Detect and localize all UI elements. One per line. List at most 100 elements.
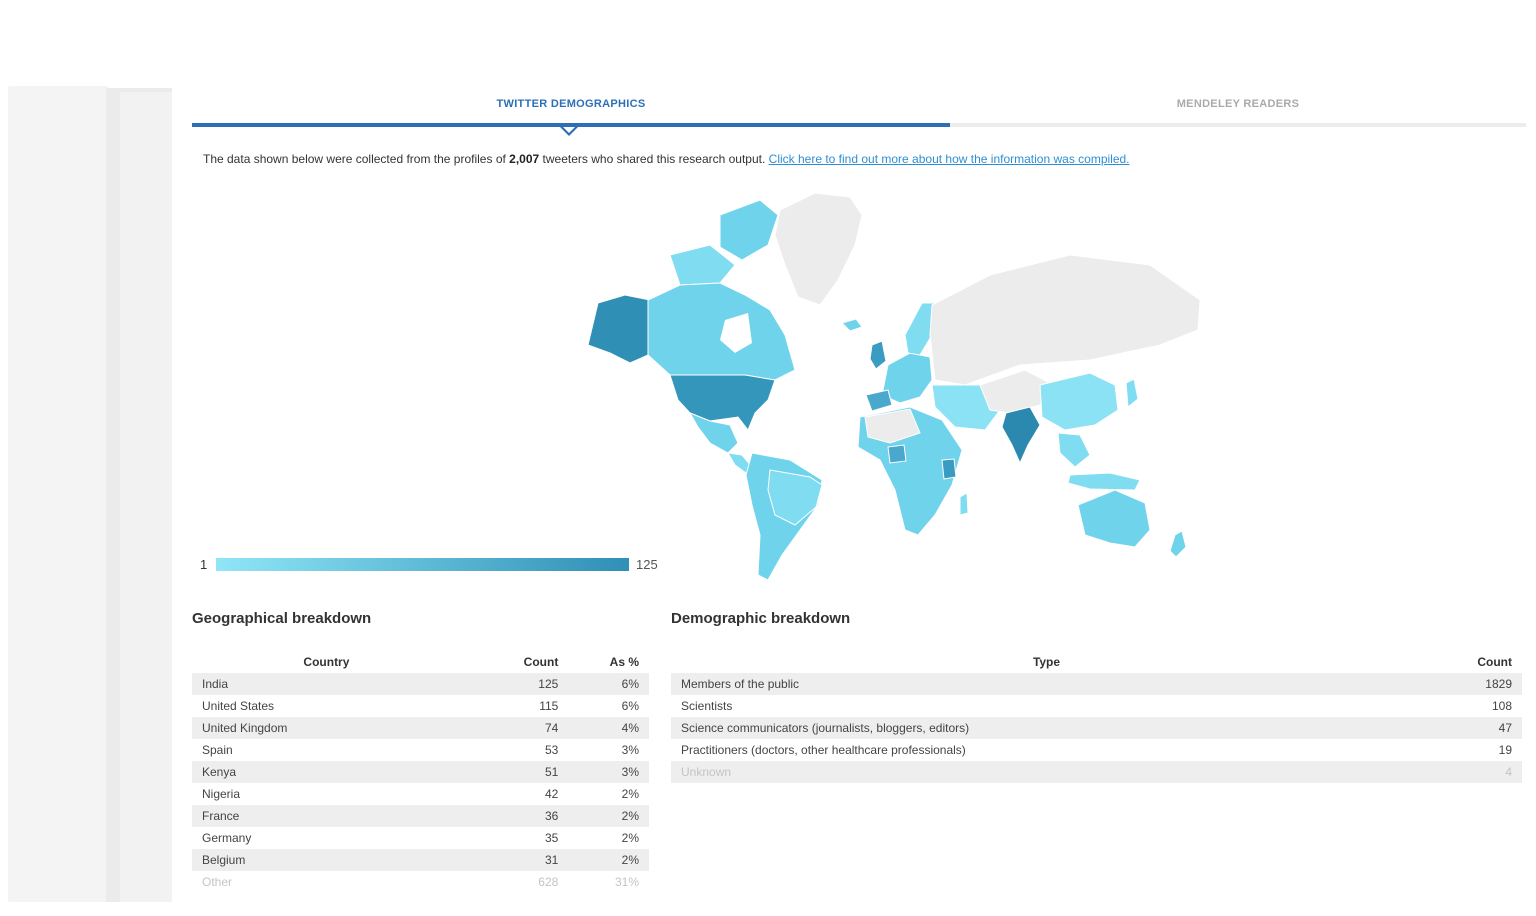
map-region-north-africa[interactable] (864, 408, 921, 444)
map-region-japan[interactable] (1125, 378, 1139, 408)
percent-cell: 3% (621, 743, 639, 757)
geo-header-row: Country Count As % (192, 651, 649, 673)
map-region-united-kingdom[interactable] (869, 340, 887, 370)
map-region-arctic-islands-west[interactable] (669, 244, 736, 286)
map-region-iceland[interactable] (841, 318, 863, 332)
header-percent[interactable]: As % (609, 655, 639, 669)
map-region-brazil[interactable] (767, 469, 823, 526)
active-tab-indicator (192, 123, 950, 127)
header-country[interactable]: Country (303, 655, 350, 669)
geographical-breakdown-title: Geographical breakdown (192, 610, 372, 627)
map-region-madagascar[interactable] (959, 492, 969, 516)
map-region-southeast-asia[interactable] (1057, 432, 1091, 468)
table-row: France 36 2% (192, 805, 649, 827)
compiled-info-link[interactable]: Click here to find out more about how th… (768, 152, 1130, 166)
country-cell: India (192, 673, 461, 695)
country-cell: France (192, 805, 461, 827)
intro-suffix: tweeters who shared this research output… (539, 152, 769, 166)
map-region-hudson-bay (720, 313, 752, 353)
table-row: Scientists 108 (671, 695, 1522, 717)
header-count[interactable]: Count (1477, 655, 1512, 669)
count-cell: 125 (460, 673, 569, 695)
percent-cell: 2% (568, 849, 649, 871)
table-row: Unknown 4 (671, 761, 1522, 783)
demographic-breakdown-title: Demographic breakdown (671, 610, 851, 627)
bottom-edge (0, 902, 1536, 916)
map-region-nigeria[interactable] (887, 444, 907, 464)
count-cell: 19 (1498, 743, 1512, 757)
map-region-alaska[interactable] (587, 294, 651, 364)
table-row: United States 115 6% (192, 695, 649, 717)
country-cell: United States (202, 699, 275, 713)
map-region-spain[interactable] (865, 389, 893, 412)
map-region-arctic-islands[interactable] (719, 199, 779, 261)
count-cell: 4 (1422, 761, 1522, 783)
map-region-central-asia[interactable] (979, 369, 1051, 414)
count-cell: 628 (538, 875, 559, 889)
world-map (587, 192, 1201, 581)
map-region-greenland[interactable] (774, 192, 863, 306)
tab-mendeley-readers[interactable]: MENDELEY READERS (1176, 98, 1300, 110)
demographic-table: Type Count Members of the public 1829 Sci… (671, 651, 1522, 783)
intro-prefix: The data shown below were collected from… (203, 152, 510, 166)
table-row: Belgium 31 2% (192, 849, 649, 871)
legend-gradient-bar (216, 558, 629, 571)
type-cell: Members of the public (671, 673, 1422, 695)
map-region-indonesia[interactable] (1067, 472, 1141, 491)
percent-cell: 31% (614, 875, 639, 889)
map-region-kenya[interactable] (941, 458, 957, 480)
country-cell: Germany (202, 831, 252, 845)
count-cell: 51 (460, 761, 569, 783)
type-cell: Unknown (671, 761, 1422, 783)
table-row: Kenya 51 3% (192, 761, 649, 783)
tweeter-count: 2,007 (509, 152, 540, 166)
table-row: Members of the public 1829 (671, 673, 1522, 695)
table-row: United Kingdom 74 4% (192, 717, 649, 739)
header-type[interactable]: Type (1032, 655, 1061, 669)
table-row: Spain 53 3% (192, 739, 649, 761)
map-region-china[interactable] (1039, 372, 1119, 431)
count-cell: 36 (460, 805, 569, 827)
map-region-new-zealand[interactable] (1169, 530, 1187, 558)
percent-cell: 2% (621, 787, 639, 801)
tab-underline (950, 123, 1526, 127)
count-cell: 115 (539, 699, 559, 713)
country-cell: Other (202, 875, 233, 889)
count-cell: 108 (1491, 699, 1512, 713)
header-count[interactable]: Count (523, 655, 559, 669)
country-cell: United Kingdom (192, 717, 461, 739)
side-panel-shadow (8, 86, 108, 902)
legend-min-label: 1 (200, 557, 208, 572)
type-cell: Scientists (681, 699, 733, 713)
table-row: Science communicators (journalists, blog… (671, 717, 1522, 739)
map-region-australia[interactable] (1077, 489, 1151, 548)
count-cell: 74 (460, 717, 569, 739)
country-cell: Nigeria (202, 787, 241, 801)
side-panel-inner (120, 92, 172, 902)
active-tab-caret-inner (563, 127, 575, 133)
count-cell: 35 (544, 831, 559, 845)
country-cell: Belgium (192, 849, 461, 871)
map-region-united-states[interactable] (669, 374, 776, 431)
percent-cell: 2% (568, 805, 649, 827)
percent-cell: 6% (568, 673, 649, 695)
type-cell: Practitioners (doctors, other healthcare… (681, 743, 966, 757)
country-cell: Kenya (192, 761, 461, 783)
map-region-russia[interactable] (929, 254, 1201, 386)
count-cell: 47 (1422, 717, 1522, 739)
intro-text: The data shown below were collected from… (203, 152, 1130, 166)
map-region-india[interactable] (1001, 406, 1041, 465)
percent-cell: 6% (621, 699, 639, 713)
table-row: Nigeria 42 2% (192, 783, 649, 805)
type-cell: Science communicators (journalists, blog… (671, 717, 1422, 739)
geographical-table: Country Count As % India 125 6% United Sta… (192, 651, 649, 893)
tab-twitter-demographics[interactable]: TWITTER DEMOGRAPHICS (496, 98, 646, 110)
legend-max-label: 125 (636, 557, 658, 572)
tab-bar: TWITTER DEMOGRAPHICS MENDELEY READERS (192, 90, 1526, 136)
map-region-mexico[interactable] (688, 412, 739, 454)
count-cell: 31 (460, 849, 569, 871)
table-row: Practitioners (doctors, other healthcare… (671, 739, 1522, 761)
percent-cell: 3% (568, 761, 649, 783)
map-region-canada[interactable] (647, 282, 796, 381)
demo-header-row: Type Count (671, 651, 1522, 673)
